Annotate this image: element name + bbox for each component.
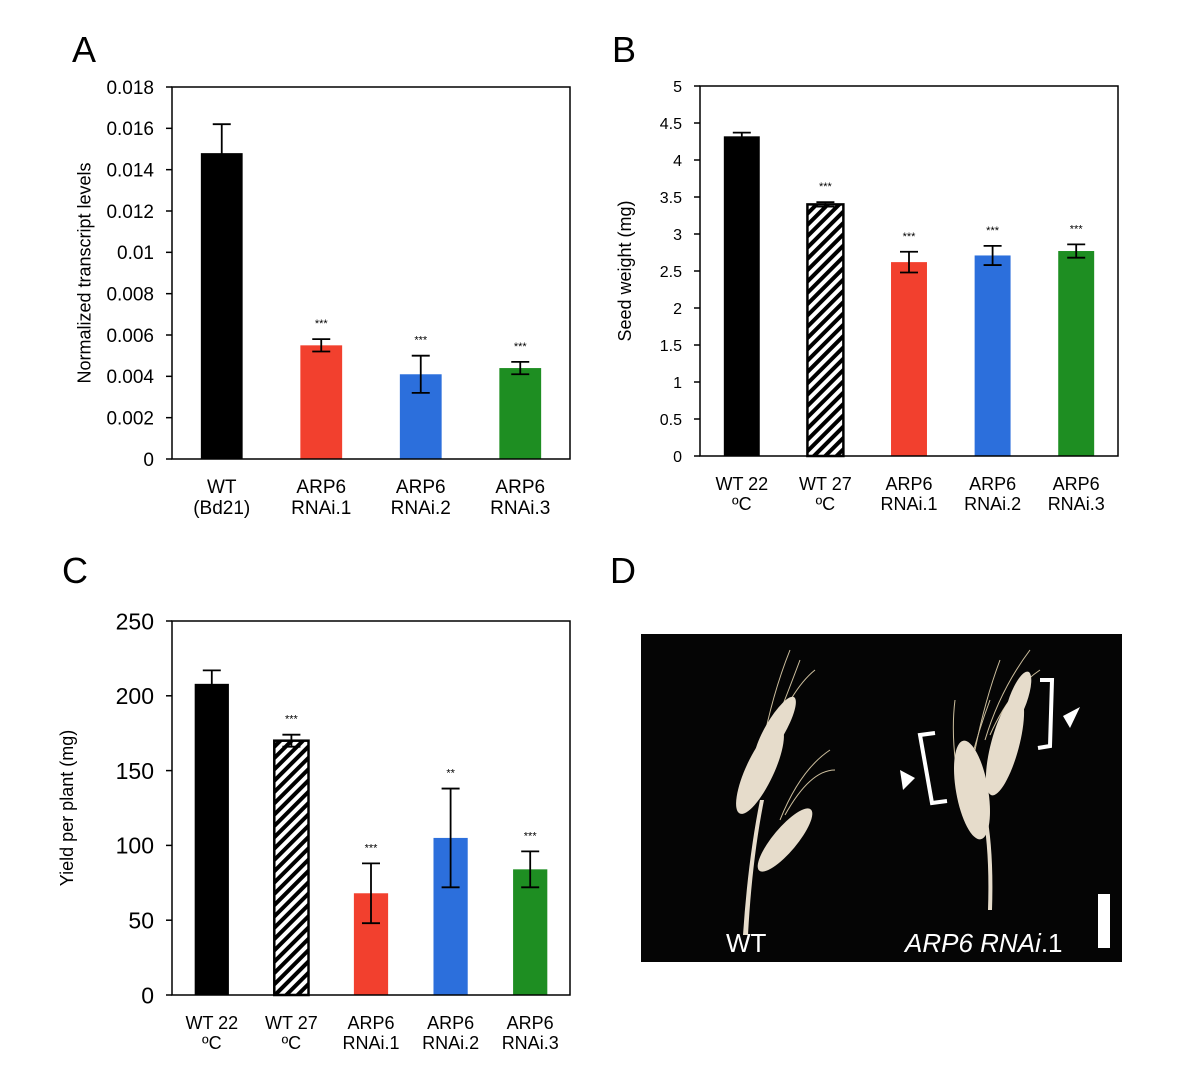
y-tick-label: 0.008 [106,285,154,306]
y-tick-label: 250 [116,608,154,634]
y-tick-label: 0.018 [106,78,154,99]
significance-label: *** [514,341,528,353]
y-axis-label: Normalized transcript levels [74,162,94,383]
significance-label: *** [819,181,833,193]
bar [273,739,310,997]
significance-label: ** [446,768,455,780]
y-tick-label: 200 [116,683,154,709]
panel-letter: B [612,29,636,70]
x-tick-label: WT 22 ºC [715,474,768,514]
y-tick-label: 0.014 [106,161,154,182]
x-tick-label: WT 27 ºC [799,474,852,514]
y-tick-label: 0.016 [106,119,154,140]
y-tick-label: 0 [141,982,154,1008]
significance-label: *** [1070,223,1084,235]
y-tick-label: 0.01 [117,243,154,264]
y-tick-label: 0.006 [106,326,154,347]
panel-letter: A [72,29,96,70]
y-tick-label: 4 [673,153,682,170]
error-bar [983,244,1002,266]
x-tick-label: ARP6 RNAi.3 [1048,474,1105,514]
y-axis-label: Yield per plant (mg) [57,730,77,886]
bar [974,255,1011,456]
significance-label: *** [315,318,329,330]
y-axis-label: Seed weight (mg) [615,200,635,341]
panel-d: D WT ARP6 RNAi.1 [610,550,1122,962]
arrowhead [900,770,915,790]
error-bar [816,201,835,208]
y-tick-label: 1 [673,375,682,392]
panel-letter: D [610,550,636,591]
y-tick-label: 0 [673,449,682,466]
significance-label: *** [986,225,1000,237]
scale-bar [1098,894,1110,948]
x-tick-label: ARP6 RNAi.1 [880,474,937,514]
x-tick-label: ARP6 RNAi.3 [490,477,550,519]
x-tick-label: ARP6 RNAi.1 [342,1013,399,1053]
bar [891,262,927,456]
error-bar [212,123,231,183]
y-tick-label: 5 [673,79,682,96]
error-bar [362,862,380,925]
photo-label-italic: ARP6 RNAi [903,928,1042,958]
y-tick-label: 3.5 [660,190,682,207]
error-bar [511,360,530,376]
bar [194,683,229,995]
photo-label: ARP6 RNAi.1 [903,928,1063,958]
error-bar [900,250,918,274]
plot-frame [699,85,1119,457]
bar [513,869,548,995]
y-tick-label: 0.002 [106,409,154,430]
x-tick-label: WT 22 ºC [185,1013,238,1053]
error-bar [441,787,460,889]
spikelets [736,671,1032,935]
error-bar [732,131,751,141]
panel-letter: C [62,550,88,591]
bar [499,368,542,459]
y-tick-label: 0 [143,450,154,471]
y-tick-label: 0.004 [106,367,154,388]
error-bar [202,669,221,699]
x-tick-label: ARP6 RNAi.3 [502,1013,559,1053]
significance-label: *** [365,842,379,854]
plot-frame [171,86,571,460]
significance-label: *** [524,830,538,842]
error-bar [411,354,430,394]
y-tick-label: 2 [673,301,682,318]
significance-label: *** [285,714,299,726]
brackets [917,678,1055,806]
error-bar [1067,243,1086,259]
bar [806,203,845,458]
photo-label-suffix: .1 [1041,928,1063,958]
significance-label: *** [903,231,917,243]
y-tick-label: 150 [116,758,154,784]
x-tick-label: ARP6 RNAi.2 [964,474,1021,514]
y-tick-label: 2.5 [660,264,682,281]
bar [200,153,243,459]
error-bar [521,850,540,889]
photo-label: WT [726,928,767,958]
photo [641,634,1122,962]
y-tick-label: 3 [673,227,682,244]
y-tick-label: 0.5 [660,412,682,429]
error-bar [312,338,331,353]
error-bar [282,733,301,748]
bar [1058,251,1095,456]
x-tick-label: ARP6 RNAi.1 [291,477,351,519]
arrowhead [1063,707,1080,728]
x-tick-label: ARP6 RNAi.2 [422,1013,479,1053]
x-tick-label: WT (Bd21) [193,477,250,519]
x-tick-label: WT 27 ºC [265,1013,318,1053]
x-tick-label: ARP6 RNAi.2 [391,477,451,519]
y-tick-label: 4.5 [660,116,682,133]
significance-label: *** [414,335,428,347]
bar [723,136,760,456]
y-tick-label: 0.012 [106,202,154,223]
y-tick-label: 1.5 [660,338,682,355]
plot-frame [171,620,571,996]
bar [300,345,343,459]
y-tick-label: 100 [116,833,154,859]
y-tick-label: 50 [128,907,154,933]
